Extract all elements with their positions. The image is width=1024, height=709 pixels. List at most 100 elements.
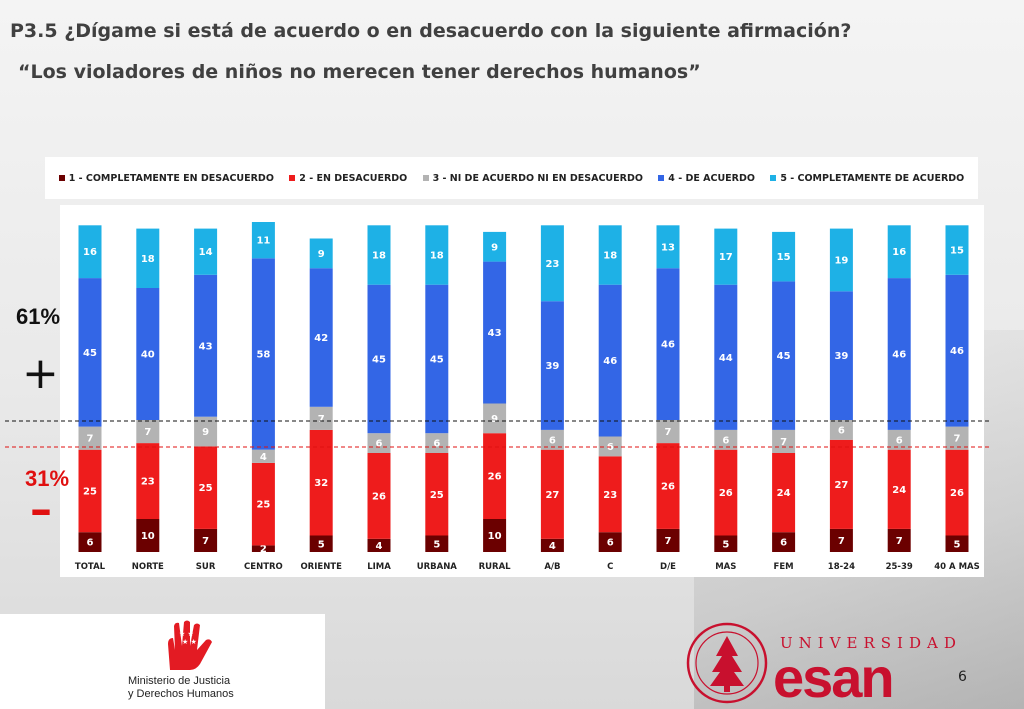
data-label: 26: [719, 488, 733, 499]
bar-segment: [714, 449, 738, 536]
data-label: 7: [665, 536, 672, 547]
bar-segment: [367, 225, 391, 285]
legend-label: 1 - COMPLETAMENTE EN DESACUERDO: [68, 172, 274, 184]
data-label: 17: [719, 252, 733, 263]
chart-legend: 1 - COMPLETAMENTE EN DESACUERDO 2 - EN DE…: [45, 157, 978, 199]
question-title: P3.5 ¿Dígame si está de acuerdo o en des…: [10, 20, 852, 42]
data-label: 18: [430, 251, 444, 262]
bar-segment: [598, 456, 622, 533]
data-label: 18: [372, 251, 386, 262]
bar-segment: [540, 301, 564, 430]
bar-segment: [483, 519, 507, 552]
data-label: 23: [141, 477, 155, 488]
svg-text:★ ★: ★ ★: [182, 638, 197, 646]
legend-swatch: [422, 175, 429, 181]
data-label: 25: [199, 483, 213, 494]
data-label: 4: [260, 452, 267, 463]
data-label: 25: [256, 500, 270, 511]
data-label: 23: [603, 490, 617, 501]
bar-segment: [136, 420, 160, 444]
x-tick-label: TOTAL: [75, 562, 106, 572]
x-tick-label: 25-39: [886, 562, 913, 572]
bar-segment: [945, 274, 969, 427]
data-label: 26: [372, 491, 386, 502]
bar-segment: [945, 426, 969, 450]
data-label: 46: [950, 346, 964, 357]
bar-segment: [540, 429, 564, 450]
bar-segment: [829, 228, 853, 292]
bar-segment: [483, 261, 507, 404]
data-label: 16: [83, 247, 97, 258]
bar-segment: [772, 281, 796, 430]
bar-segment: [829, 528, 853, 552]
bar-segment: [78, 426, 102, 450]
bar-segment: [194, 528, 218, 552]
data-label: 26: [661, 482, 675, 493]
bar-segment: [598, 284, 622, 437]
bar-segment: [887, 429, 911, 450]
bar-segment: [829, 439, 853, 529]
bar-segment: [945, 225, 969, 275]
legend-item: 3 - NI DE ACUERDO NI EN DESACUERDO: [422, 173, 643, 184]
data-label: 6: [896, 435, 903, 446]
bar-segment: [598, 225, 622, 285]
bar-segment: [78, 278, 102, 427]
svg-text:★ ★: ★ ★: [179, 630, 194, 638]
x-tick-label: 18-24: [828, 562, 855, 572]
x-tick-label: FEM: [774, 562, 794, 572]
legend-label: 4 - DE ACUERDO: [668, 172, 755, 184]
x-axis-band: [60, 553, 984, 577]
bar-segment: [251, 462, 275, 546]
bar-segment: [598, 532, 622, 552]
data-label: 44: [719, 353, 733, 364]
data-label: 7: [838, 536, 845, 547]
data-label: 9: [491, 242, 498, 253]
data-label: 9: [202, 427, 209, 438]
bar-segment: [425, 225, 449, 285]
data-label: 16: [892, 247, 906, 258]
data-label: 15: [950, 246, 964, 257]
data-label: 7: [954, 434, 961, 445]
statement-subtitle: “Los violadores de niños no merecen tene…: [18, 61, 701, 83]
legend-item: 2 - EN DESACUERDO: [289, 173, 407, 184]
bar-segment: [251, 258, 275, 450]
data-label: 5: [722, 539, 729, 550]
data-label: 9: [318, 249, 325, 260]
disagree-total-percent: 31%: [25, 466, 70, 491]
bar-segment: [367, 538, 391, 552]
bar-segment: [945, 449, 969, 536]
ministry-line-1: Ministerio de Justicia: [128, 675, 231, 687]
data-label: 58: [256, 350, 270, 361]
data-label: 6: [780, 538, 787, 549]
data-label: 2: [260, 544, 267, 555]
bar-segment: [483, 231, 507, 262]
bar-segment: [251, 545, 275, 552]
data-label: 6: [87, 538, 94, 549]
bar-segment: [425, 433, 449, 453]
bar-segment: [251, 222, 275, 259]
x-tick-label: MAS: [715, 562, 736, 572]
data-label: 6: [433, 439, 440, 450]
data-label: 19: [834, 255, 848, 266]
data-label: 18: [603, 251, 617, 262]
bar-segment: [309, 268, 333, 407]
data-label: 27: [545, 490, 559, 501]
data-label: 45: [83, 348, 97, 359]
data-label: 6: [607, 538, 614, 549]
data-label: 10: [488, 531, 502, 542]
bar-segment: [483, 433, 507, 519]
data-label: 46: [661, 340, 675, 351]
bar-segment: [714, 284, 738, 430]
bar-segment: [425, 284, 449, 434]
bar-segment: [367, 433, 391, 453]
x-tick-label: NORTE: [132, 562, 164, 572]
bar-segment: [772, 453, 796, 533]
legend-swatch: [770, 175, 777, 181]
legend-item: 4 - DE ACUERDO: [658, 173, 755, 184]
minus-sign: –: [30, 484, 52, 535]
bar-segment: [425, 453, 449, 536]
data-label: 5: [954, 539, 961, 550]
bar-segment: [367, 284, 391, 434]
bar-segment: [309, 535, 333, 552]
